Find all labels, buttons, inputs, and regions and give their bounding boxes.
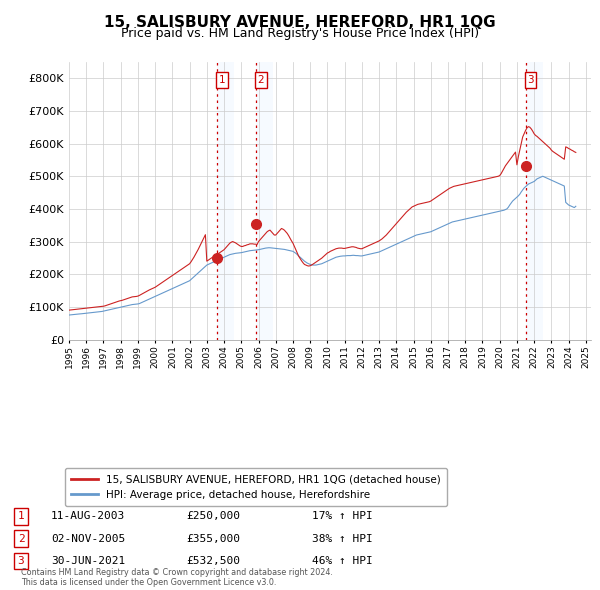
Text: 17% ↑ HPI: 17% ↑ HPI [312,512,373,521]
Bar [526,62,543,339]
Text: 3: 3 [527,75,534,85]
Text: 2: 2 [17,534,25,543]
Text: 30-JUN-2021: 30-JUN-2021 [51,556,125,566]
Text: 38% ↑ HPI: 38% ↑ HPI [312,534,373,543]
Legend: 15, SALISBURY AVENUE, HEREFORD, HR1 1QG (detached house), HPI: Average price, de: 15, SALISBURY AVENUE, HEREFORD, HR1 1QG … [65,468,447,506]
Text: Contains HM Land Registry data © Crown copyright and database right 2024.
This d: Contains HM Land Registry data © Crown c… [21,568,333,587]
Text: 1: 1 [219,75,226,85]
Text: 3: 3 [17,556,25,566]
Text: £250,000: £250,000 [186,512,240,521]
Text: 02-NOV-2005: 02-NOV-2005 [51,534,125,543]
Text: 2: 2 [257,75,264,85]
Text: £355,000: £355,000 [186,534,240,543]
Bar [217,62,235,339]
Text: £532,500: £532,500 [186,556,240,566]
Text: Price paid vs. HM Land Registry's House Price Index (HPI): Price paid vs. HM Land Registry's House … [121,27,479,40]
Text: 15, SALISBURY AVENUE, HEREFORD, HR1 1QG: 15, SALISBURY AVENUE, HEREFORD, HR1 1QG [104,15,496,30]
Text: 1: 1 [17,512,25,521]
Bar [256,62,273,339]
Text: 11-AUG-2003: 11-AUG-2003 [51,512,125,521]
Text: 46% ↑ HPI: 46% ↑ HPI [312,556,373,566]
